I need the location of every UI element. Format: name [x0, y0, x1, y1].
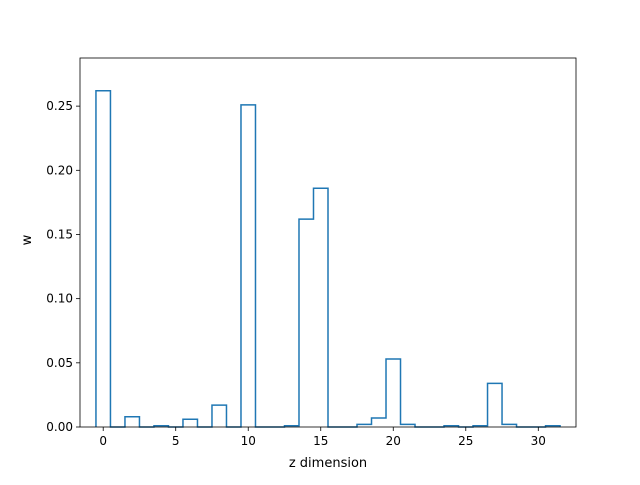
- histogram-bin-8: [212, 405, 227, 427]
- y-tick-label: 0.05: [46, 356, 73, 370]
- histogram-step-line: [95, 89, 561, 428]
- x-tick-label: 0: [99, 434, 107, 448]
- y-tick-label: 0.25: [46, 99, 73, 113]
- axes-frame: [79, 57, 577, 428]
- x-tick-label: 5: [172, 434, 180, 448]
- x-tick-label: 10: [241, 434, 256, 448]
- x-tick-label: 25: [458, 434, 473, 448]
- x-tick-label: 30: [531, 434, 546, 448]
- histogram-bin-6: [183, 419, 198, 427]
- histogram-bin-20: [386, 359, 401, 427]
- histogram-bin-19: [372, 418, 387, 427]
- x-tick-label: 15: [313, 434, 328, 448]
- plot-area: [95, 89, 561, 428]
- y-tick-label: 0.00: [46, 420, 73, 434]
- y-axis-label: w: [20, 234, 35, 245]
- histogram-bin-14: [299, 219, 314, 427]
- x-axis-label: z dimension: [289, 456, 367, 471]
- histogram-bin-10: [241, 105, 256, 427]
- histogram-bin-27: [488, 383, 503, 427]
- x-tick-label: 20: [386, 434, 401, 448]
- y-tick-label: 0.10: [46, 292, 73, 306]
- y-tick-label: 0.20: [46, 163, 73, 177]
- y-tick-label: 0.15: [46, 227, 73, 241]
- histogram-bin-2: [125, 417, 140, 427]
- histogram-bin-0: [96, 91, 111, 427]
- histogram-bin-15: [313, 188, 328, 427]
- axes: 0 5 10 15 20 25 30 0.00 0.05 0.10 0.15 0.20 0.25: [46, 57, 577, 448]
